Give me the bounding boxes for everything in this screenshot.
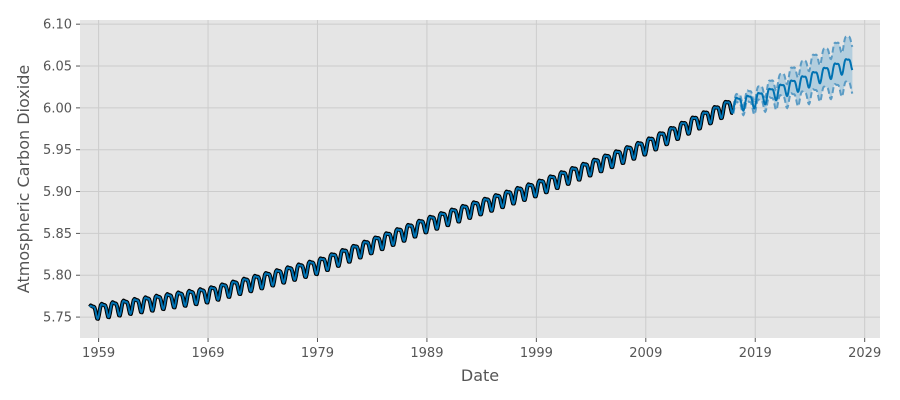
y-tick-label: 5.95 [43, 143, 72, 158]
y-tick-label: 5.80 [43, 269, 72, 284]
y-tick-label: 5.75 [43, 311, 72, 326]
y-tick-label: 5.85 [43, 227, 72, 242]
x-tick-label: 1979 [301, 346, 334, 361]
x-tick-label: 1989 [410, 346, 443, 361]
upper-bound-line [732, 35, 854, 108]
y-axis-ticks: 5.75 5.80 5.85 5.90 5.95 6.00 6.05 6.10 [43, 18, 80, 326]
x-tick-label: 2019 [739, 346, 772, 361]
fit-line [88, 58, 854, 320]
x-tick-label: 1969 [191, 346, 224, 361]
forecast-series [88, 58, 854, 320]
plot-area [80, 20, 880, 338]
x-tick-label: 2029 [848, 346, 881, 361]
y-tick-label: 6.10 [43, 18, 72, 33]
y-tick-label: 5.90 [43, 185, 72, 200]
y-tick-label: 6.00 [43, 101, 72, 116]
x-axis-ticks: 1959 1969 1979 1989 1999 2009 2019 2029 [82, 338, 881, 361]
y-axis-title: Atmospheric Carbon Dioxide [14, 65, 33, 293]
x-tick-label: 1959 [82, 346, 115, 361]
gridlines [80, 20, 880, 338]
y-tick-label: 6.05 [43, 60, 72, 75]
lower-bound-line [732, 80, 854, 117]
x-tick-label: 1999 [520, 346, 553, 361]
x-tick-label: 2009 [629, 346, 662, 361]
x-axis-title: Date [461, 366, 499, 385]
